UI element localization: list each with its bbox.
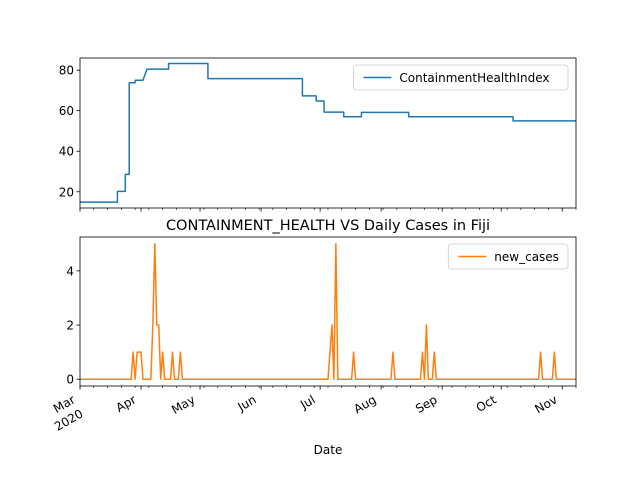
x-tick-label-jul: Jul — [297, 392, 317, 412]
bottom-legend: new_cases — [447, 243, 569, 270]
bottom-y-tick-label-2: 4 — [66, 264, 74, 278]
top-y-tick-label-3: 80 — [59, 64, 74, 78]
top-legend: ContainmentHealthIndex — [352, 64, 569, 91]
top-legend-box — [352, 64, 569, 91]
top-y-tick-label-1: 40 — [59, 145, 74, 159]
top-y-tick-label-0: 20 — [59, 185, 74, 199]
bottom-chart-title: CONTAINMENT_HEALTH VS Daily Cases in Fij… — [166, 218, 490, 234]
top-y-tick-label-2: 60 — [59, 104, 74, 118]
bottom-y-tick-label-1: 2 — [66, 319, 74, 333]
top-legend-label: ContainmentHealthIndex — [399, 71, 549, 85]
top-series-line-0 — [80, 62, 576, 203]
top-axes: 20 40 60 80 ContainmentHealthIndex — [59, 57, 577, 212]
bottom-legend-label: new_cases — [494, 250, 559, 264]
x-axis-label: Date — [314, 443, 343, 457]
bottom-legend-box — [447, 243, 569, 270]
bottom-y-tick-label-0: 0 — [66, 373, 74, 387]
bottom-series-line-0 — [80, 243, 576, 380]
